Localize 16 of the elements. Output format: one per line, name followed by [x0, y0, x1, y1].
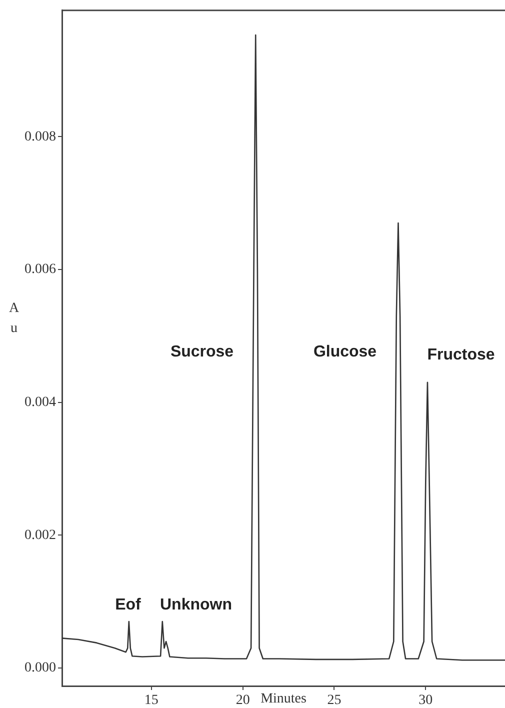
- y-tick-label: 0.004: [24, 395, 56, 410]
- x-tick-label: 25: [327, 693, 342, 708]
- y-tick-label: 0.006: [24, 262, 56, 278]
- x-tick-label: 15: [144, 693, 158, 708]
- annotation: Eof: [115, 596, 142, 614]
- y-tick-label: 0.002: [24, 528, 56, 543]
- annotation: Glucose: [313, 343, 377, 360]
- annotation: Unknown: [160, 596, 232, 614]
- y-axis-title: Au: [8, 300, 20, 336]
- x-axis-title: Minutes: [260, 692, 306, 707]
- annotation: Fructose: [427, 346, 495, 364]
- annotation: Sucrose: [170, 343, 234, 360]
- y-tick-label: 0.000: [24, 660, 56, 676]
- y-tick-label: 0.008: [24, 129, 56, 144]
- x-tick-label: 20: [236, 693, 250, 708]
- x-tick-label: 30: [418, 693, 433, 708]
